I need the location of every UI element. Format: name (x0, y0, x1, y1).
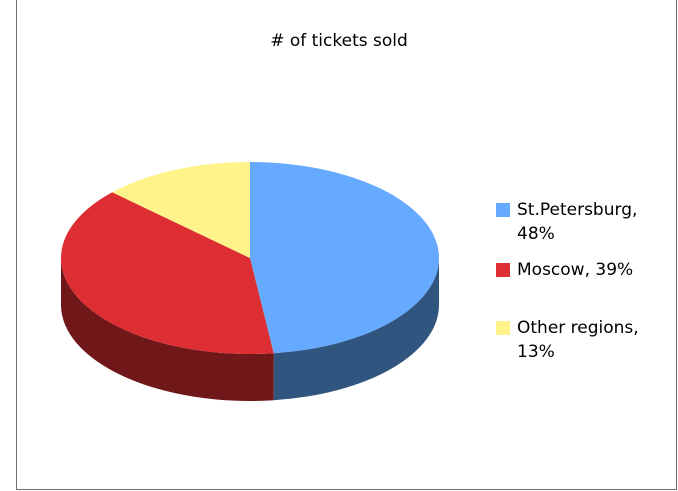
legend-swatch-moscow (496, 263, 510, 277)
pie-slice-other-regions (112, 162, 250, 258)
pie-slice-moscow (60, 192, 274, 354)
legend-swatch-other-regions (496, 321, 510, 335)
pie-side-moscow (61, 258, 274, 401)
pie-side-st-petersburg (273, 258, 439, 401)
pie-slice-st-petersburg (250, 162, 440, 354)
legend-swatch-st-petersburg (496, 203, 510, 217)
chart-title: # of tickets sold (270, 31, 408, 51)
legend-label-st-petersburg: St.Petersburg, 48% (517, 200, 638, 244)
legend-label-moscow: Moscow, 39% (517, 260, 634, 280)
legend-label-other-regions: Other regions, 13% (517, 318, 639, 362)
